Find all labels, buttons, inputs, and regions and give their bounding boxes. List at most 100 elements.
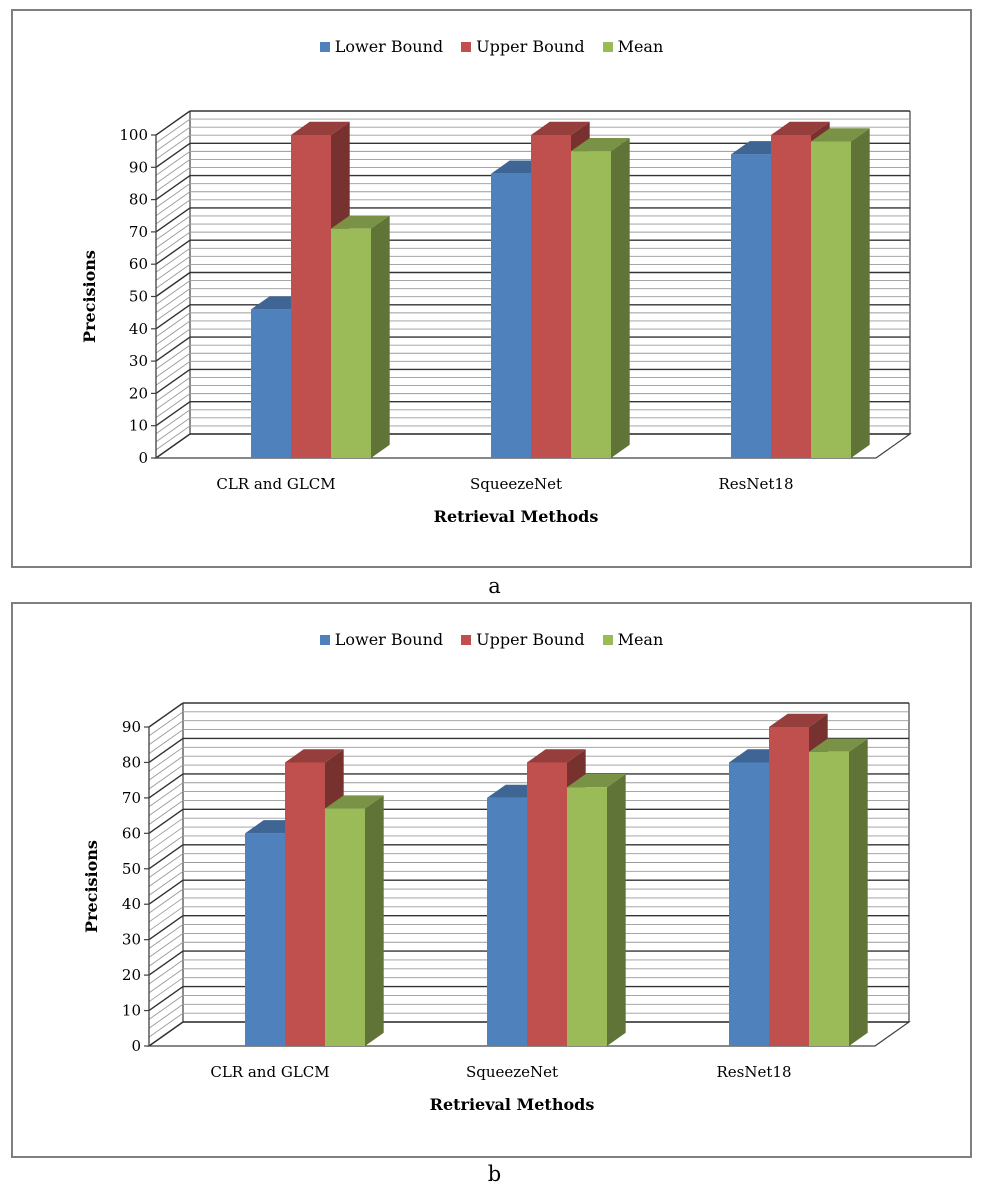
legend-swatch-upper-bound bbox=[461, 634, 472, 645]
side-gridline-minor bbox=[148, 746, 184, 772]
side-gridline-major bbox=[155, 142, 191, 168]
side-gridline-minor bbox=[155, 288, 191, 314]
side-gridline-minor bbox=[155, 264, 191, 289]
bar-mean-clr-and-glcm bbox=[331, 215, 390, 458]
bar-top-face bbox=[769, 713, 828, 727]
chart-panel-b: Lower Bound Upper Bound Mean 0 10 20 30 40 50… bbox=[11, 602, 972, 1158]
side-gridline-minor bbox=[155, 360, 191, 386]
chart-panel-a: Lower Bound Upper Bound Mean 0 10 20 30 40 50… bbox=[11, 9, 972, 568]
legend-item-lower-bound: Lower Bound bbox=[319, 630, 443, 649]
y-tick-label: 20 bbox=[122, 966, 141, 984]
legend-swatch-mean bbox=[602, 634, 613, 645]
legend-item-upper-bound: Upper Bound bbox=[461, 630, 585, 649]
side-gridline-major bbox=[148, 915, 184, 941]
bar-front-face bbox=[769, 727, 809, 1046]
y-tick-label: 100 bbox=[119, 126, 148, 144]
side-gridline-minor bbox=[148, 862, 184, 887]
side-gridline-minor bbox=[148, 764, 184, 790]
caption-a: a bbox=[488, 574, 501, 598]
x-axis-title: Retrieval Methods bbox=[434, 507, 599, 526]
bar-top-face bbox=[567, 774, 626, 788]
side-gridline-minor bbox=[148, 906, 184, 932]
side-gridline-minor bbox=[148, 977, 184, 1003]
bar-top-face bbox=[291, 121, 350, 135]
legend-swatch-lower-bound bbox=[319, 41, 330, 52]
bar-front-face bbox=[811, 141, 851, 458]
side-gridline-major bbox=[148, 808, 184, 834]
y-tick-label: 40 bbox=[129, 320, 148, 338]
y-tick-label: 10 bbox=[129, 417, 148, 435]
legend-swatch-mean bbox=[602, 41, 613, 52]
bar-front-face bbox=[571, 151, 611, 458]
bar-mean-clr-and-glcm bbox=[325, 795, 384, 1046]
bar-front-face bbox=[251, 309, 291, 458]
y-axis-title: Precisions bbox=[82, 840, 101, 933]
x-tick-label: SqueezeNet bbox=[466, 1063, 558, 1081]
legend-item-lower-bound: Lower Bound bbox=[319, 37, 444, 56]
side-gridline-major bbox=[155, 401, 191, 427]
side-gridline-major bbox=[155, 110, 191, 136]
legend-label-mean: Mean bbox=[617, 37, 664, 56]
side-gridline-major bbox=[148, 844, 184, 870]
side-gridline-minor bbox=[155, 215, 191, 241]
side-gridline-major bbox=[148, 702, 184, 728]
legend-label-upper-bound: Upper Bound bbox=[476, 630, 585, 649]
bar-top-face bbox=[331, 215, 390, 229]
chart-svg-b: 0 10 20 30 40 50 60 70 80 90 CLR and GLCM SqueezeNe… bbox=[82, 702, 911, 1114]
y-tick-label: 90 bbox=[129, 158, 148, 176]
side-gridline-minor bbox=[148, 782, 184, 808]
side-gridline-minor bbox=[155, 328, 191, 354]
bar-top-face bbox=[285, 749, 344, 763]
side-gridline-minor bbox=[155, 134, 191, 160]
side-gridline-minor bbox=[148, 835, 184, 861]
side-gridline-minor bbox=[148, 755, 184, 781]
side-gridline-minor bbox=[155, 183, 191, 209]
side-gridline-major bbox=[155, 271, 191, 298]
bar-front-face bbox=[291, 135, 331, 458]
x-tick-label: ResNet18 bbox=[717, 1063, 792, 1081]
legend-label-mean: Mean bbox=[617, 630, 664, 649]
legend-swatch-lower-bound bbox=[319, 634, 330, 645]
side-gridline-minor bbox=[155, 377, 191, 402]
side-gridline-major bbox=[148, 950, 184, 976]
y-tick-label: 80 bbox=[122, 753, 141, 771]
side-gridline-minor bbox=[148, 968, 184, 994]
legend-label-lower-bound: Lower Bound bbox=[334, 37, 444, 56]
side-gridline-minor bbox=[155, 118, 191, 144]
bar-front-face bbox=[331, 228, 371, 458]
side-gridline-minor bbox=[155, 393, 191, 418]
y-tick-label: 40 bbox=[122, 895, 141, 913]
legend-swatch-upper-bound bbox=[461, 41, 472, 52]
side-gridline-minor bbox=[148, 897, 184, 923]
side-gridline-minor bbox=[155, 223, 191, 249]
side-gridline-minor bbox=[148, 870, 184, 896]
bar-side-face bbox=[851, 128, 870, 458]
side-gridline-minor bbox=[148, 800, 184, 825]
y-axis-title: Precisions bbox=[80, 250, 99, 343]
side-gridline-major bbox=[148, 985, 184, 1012]
side-gridline-minor bbox=[148, 933, 184, 958]
side-gridline-minor bbox=[155, 352, 191, 378]
side-gridline-major bbox=[155, 175, 191, 201]
bar-front-face bbox=[771, 135, 811, 458]
legend-item-mean: Mean bbox=[602, 37, 664, 56]
y-tick-label: 0 bbox=[131, 1037, 141, 1055]
side-gridline-major bbox=[148, 879, 184, 905]
bar-front-face bbox=[325, 808, 365, 1046]
y-tick-label: 70 bbox=[122, 789, 141, 807]
side-gridline-major bbox=[155, 368, 191, 394]
side-gridline-minor bbox=[155, 344, 191, 370]
legend: Lower Bound Upper Bound Mean bbox=[13, 37, 970, 56]
side-gridline-minor bbox=[148, 729, 184, 754]
side-gridline-minor bbox=[148, 853, 184, 879]
side-gridline-minor bbox=[155, 255, 191, 281]
side-gridline-minor bbox=[155, 191, 191, 217]
legend-label-upper-bound: Upper Bound bbox=[476, 37, 585, 56]
y-tick-label: 50 bbox=[122, 860, 141, 878]
bar-front-face bbox=[731, 154, 771, 458]
side-gridline-minor bbox=[148, 791, 184, 816]
x-tick-label: CLR and GLCM bbox=[216, 475, 335, 493]
bar-front-face bbox=[567, 787, 607, 1046]
side-gridline-minor bbox=[148, 826, 184, 852]
side-gridline-major bbox=[155, 207, 191, 233]
